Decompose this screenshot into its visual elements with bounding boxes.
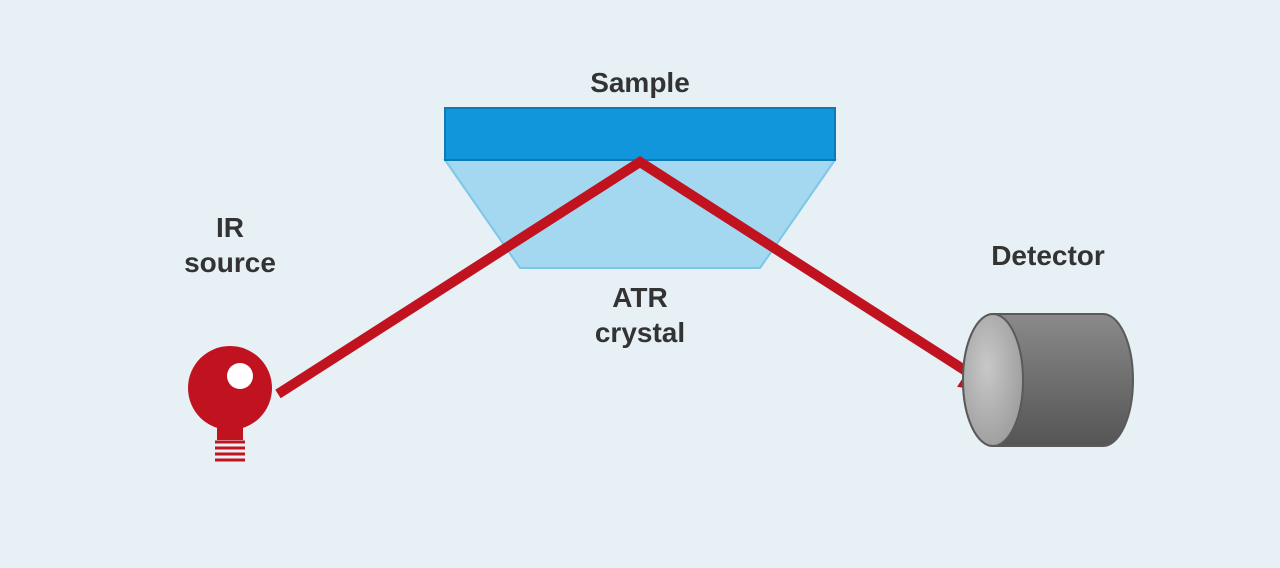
ir-source-label: IR source bbox=[80, 210, 380, 280]
atr-diagram: Sample IR source ATR crystal Detector bbox=[0, 0, 1280, 568]
detector-icon bbox=[963, 314, 1133, 446]
sample-label: Sample bbox=[490, 65, 790, 100]
atr-crystal-label: ATR crystal bbox=[490, 280, 790, 350]
sample-rect bbox=[445, 108, 835, 160]
detector-label: Detector bbox=[898, 238, 1198, 273]
